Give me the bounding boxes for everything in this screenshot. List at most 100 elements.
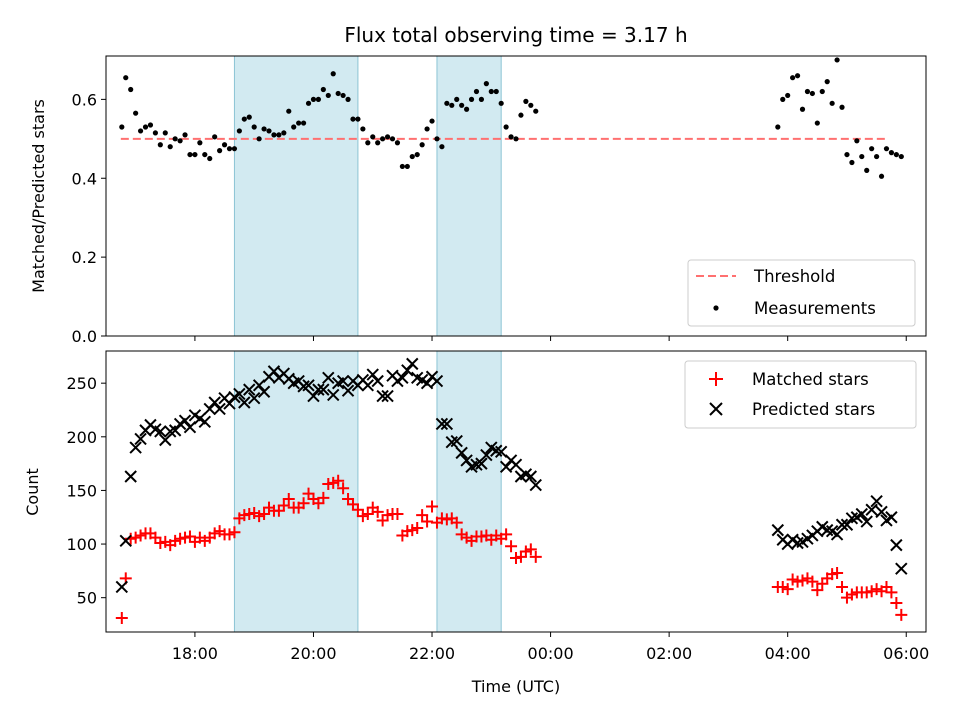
predicted-star-point [435,417,449,431]
measurement-point [898,153,904,160]
measurement-point [137,128,144,134]
measurement-point [365,140,371,146]
measurement-point [221,142,228,148]
measurement-point [785,92,791,99]
measurement-point [528,102,534,108]
ratio-y-tick-label: 0.0 [72,327,97,346]
predicted-star-point [455,446,468,460]
matched-star-point [811,584,824,597]
matched-legend-label: Matched stars [752,370,869,389]
measurement-point [281,130,287,136]
measurement-point [236,128,242,134]
measurement-point [157,142,163,148]
measurement-point [152,130,158,136]
measurement-point [320,86,326,93]
counts-shaded-interval-1 [436,350,502,633]
threshold-legend-label: Threshold [753,267,835,286]
measurement-point [251,124,257,130]
predicted-star-point [317,383,330,396]
measurement-point [409,153,415,160]
predicted-star-point [307,389,320,403]
predicted-star-point [524,470,538,483]
predicted-star-point [238,396,251,409]
predicted-star-point [396,371,409,385]
measurement-point [192,151,198,158]
x-axis-title: Time (UTC) [471,677,560,696]
predicted-star-point [371,374,384,388]
predicted-star-point [480,448,493,462]
matched-star-point [426,500,439,513]
measurement-point [340,92,346,99]
measurement-point [355,116,361,122]
measurement-point [305,100,312,106]
measurement-point [399,163,405,170]
measurement-point [878,173,885,179]
measurement-point [473,88,480,95]
predicted-star-point [406,357,419,371]
predicted-star-point [460,454,473,467]
ratio-legend-box [687,259,916,327]
measurement-point [310,96,317,102]
matched-star-point [895,608,908,621]
measurement-point [128,86,134,93]
counts-y-tick-label: 50 [77,589,97,608]
measurement-point [498,100,504,106]
measurement-point [276,132,282,138]
predicted-star-point [499,460,513,474]
matched-stars-series [115,474,908,625]
x-tick-label: 04:00 [765,644,811,663]
predicted-star-point [430,374,444,388]
measurement-point [790,75,796,81]
measurement-point [325,92,331,99]
measurement-point [424,126,430,132]
counts-panel: 50 100 150 200 250 18:00 20:00 22:00 00:00 02:00… [23,350,929,696]
predicted-star-point [860,515,873,528]
measurement-point [202,151,208,158]
measurement-point [819,88,825,95]
counts-y-tick-label: 250 [66,374,97,393]
matched-star-point [337,482,350,495]
counts-y-tick-label: 150 [66,481,97,500]
matched-star-point [524,543,537,556]
matched-star-point [371,505,384,518]
predicted-star-point [203,402,216,416]
measurement-point [384,134,391,140]
counts-y-tick-label: 100 [66,535,97,554]
counts-legend-box [684,360,917,429]
measurement-point [508,134,514,140]
predicted-star-point [475,457,488,470]
measurement-point [429,118,435,124]
measurement-point [291,124,297,130]
matched-star-point [277,499,290,512]
measurement-point [212,134,218,140]
measurement-point [824,79,830,85]
measurement-point [345,96,351,102]
predicted-star-point [341,384,355,397]
predicted-star-point [124,470,137,483]
matched-star-point [831,567,844,580]
matched-legend-swatch [709,372,723,386]
measurement-point [335,90,341,97]
predicted-star-point [243,383,256,396]
matched-star-point [297,497,310,510]
predicted-star-point [890,538,903,552]
predicted-star-point [223,397,236,410]
predicted-star-point [494,445,508,459]
measurement-point [839,104,845,110]
predicted-star-point [247,391,261,405]
measurement-point [804,88,811,95]
x-tick-label: 02:00 [646,644,692,663]
counts-y-tick-label: 200 [66,428,97,447]
measurement-point [142,124,149,130]
predicted-star-point [509,458,523,471]
matched-star-point [361,508,374,521]
predicted-star-point [312,383,325,396]
measurement-point [444,100,450,106]
measurement-point [394,140,401,146]
measurement-point [814,120,820,126]
measurements-legend-swatch [713,305,719,311]
x-tick-label: 06:00 [883,644,929,663]
predicted-star-point [159,433,172,447]
measurement-point [172,136,178,142]
predicted-star-point [895,562,908,575]
